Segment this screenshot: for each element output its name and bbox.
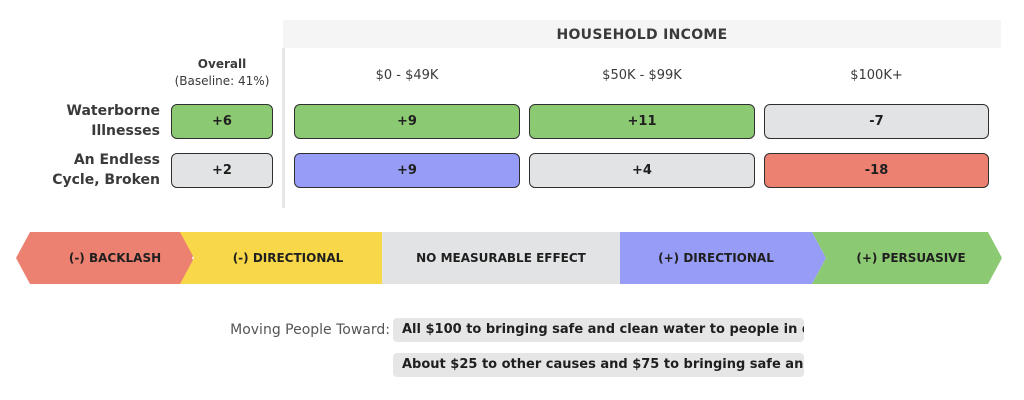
column-header-income-high: $100K+ [850, 68, 903, 83]
effect-legend: (-) BACKLASH (-) DIRECTIONAL NO MEASURAB… [16, 232, 1002, 284]
cell-endless-cycle-overall: +2 [171, 153, 273, 188]
row-label-endless-cycle: An Endless Cycle, Broken [0, 150, 160, 190]
cell-endless-cycle-income-high: -18 [764, 153, 989, 188]
option-pill-25-75: About $25 to other causes and $75 to bri… [393, 353, 804, 377]
cell-waterborne-income-high: -7 [764, 104, 989, 139]
row-label-line: Waterborne [66, 103, 161, 119]
legend-negative-directional-label: (-) DIRECTIONAL [232, 251, 344, 265]
overall-divider [282, 48, 285, 208]
moving-people-label: Moving People Toward: [230, 322, 390, 338]
row-label-line: An Endless [73, 152, 160, 168]
option-pill-all-100: All $100 to bringing safe and clean wate… [393, 318, 804, 342]
legend-no-effect: NO MEASURABLE EFFECT [382, 232, 620, 284]
legend-negative-directional: (-) DIRECTIONAL [180, 232, 382, 284]
income-group-title: HOUSEHOLD INCOME [556, 27, 728, 43]
row-label-waterborne: Waterborne Illnesses [0, 101, 161, 141]
legend-persuasive: (+) PERSUASIVE [812, 232, 1002, 284]
overall-header-baseline: (Baseline: 41%) [174, 74, 270, 88]
cell-endless-cycle-income-mid: +4 [529, 153, 755, 188]
cell-waterborne-income-mid: +11 [529, 104, 755, 139]
legend-backlash: (-) BACKLASH [16, 232, 206, 284]
cell-waterborne-overall: +6 [171, 104, 273, 139]
legend-positive-directional: (+) DIRECTIONAL [620, 232, 826, 284]
cell-waterborne-income-low: +9 [294, 104, 520, 139]
legend-persuasive-label: (+) PERSUASIVE [856, 251, 966, 265]
overall-column-header: Overall (Baseline: 41%) [168, 56, 276, 90]
row-label-line: Cycle, Broken [52, 172, 160, 188]
cell-endless-cycle-income-low: +9 [294, 153, 520, 188]
legend-backlash-label: (-) BACKLASH [68, 251, 162, 265]
column-header-income-mid: $50K - $99K [602, 68, 682, 83]
column-header-income-low: $0 - $49K [375, 68, 439, 83]
legend-positive-directional-label: (+) DIRECTIONAL [658, 251, 774, 265]
overall-header-title: Overall [197, 57, 247, 71]
row-label-line: Illnesses [91, 123, 160, 139]
legend-no-effect-label: NO MEASURABLE EFFECT [416, 251, 586, 265]
